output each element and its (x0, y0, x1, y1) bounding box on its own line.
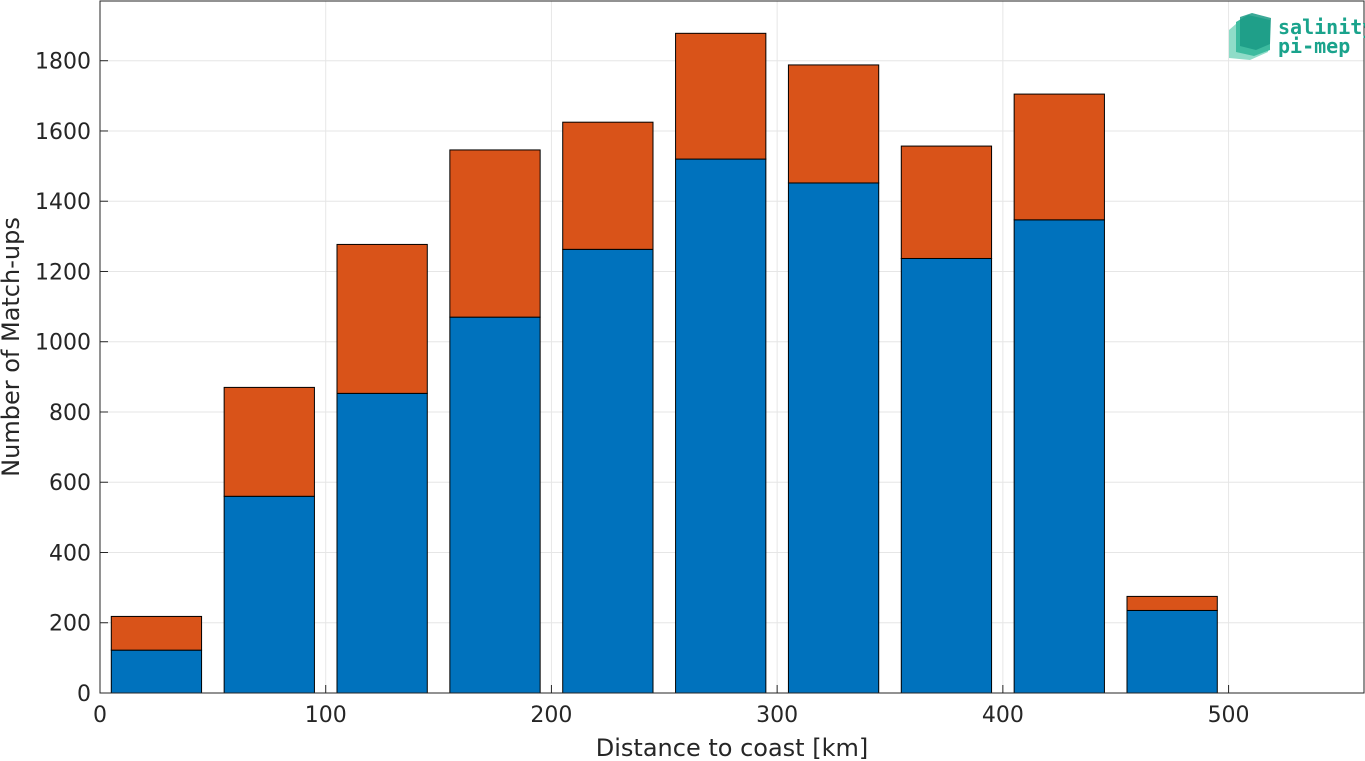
y-tick-label: 1800 (35, 50, 91, 75)
bar-series-1 (1013, 219, 1105, 694)
plot-frame (99, 0, 1365, 694)
bars (110, 32, 1218, 694)
bar-series-2 (336, 243, 428, 394)
y-axis-label: Number of Match-ups (0, 217, 25, 477)
logo-line2: pi-mep (1278, 34, 1350, 58)
x-tick-label: 300 (756, 703, 798, 728)
bar-series-2 (110, 615, 203, 651)
bar-series-2 (1013, 93, 1105, 221)
bar-series-1 (900, 257, 993, 694)
bar-series-2 (675, 32, 767, 160)
bar-series-2 (223, 386, 315, 497)
y-tick-label: 600 (49, 471, 91, 496)
x-tick-label: 100 (305, 703, 347, 728)
bar-series-1 (449, 316, 541, 694)
wave-logo-icon (1229, 13, 1271, 60)
y-tick-label: 0 (77, 682, 91, 707)
bar-series-2 (449, 149, 541, 318)
bar-series-1 (223, 495, 315, 694)
y-tick-label: 1200 (35, 260, 91, 285)
bar-series-2 (900, 145, 993, 259)
x-tick-label: 200 (530, 703, 572, 728)
x-tick-label: 0 (93, 703, 107, 728)
bar-series-2 (1126, 595, 1218, 611)
salinity-pimep-logo: salinity pi-mep (1229, 13, 1365, 60)
x-tick-label: 400 (982, 703, 1024, 728)
x-tick-label: 500 (1208, 703, 1250, 728)
bar-series-1 (1126, 609, 1218, 694)
bar-series-1 (562, 248, 654, 694)
y-tick-label: 400 (49, 541, 91, 566)
logo-line1: salinity (1278, 15, 1365, 39)
x-axis-label: Distance to coast [km] (596, 734, 868, 761)
bar-series-2 (787, 64, 880, 184)
bar-series-1 (787, 182, 880, 694)
bar-series-2 (562, 121, 654, 250)
y-tick-label: 200 (49, 612, 91, 637)
y-tick-label: 1600 (35, 120, 91, 145)
bar-series-1 (336, 392, 428, 694)
bar-series-1 (110, 649, 203, 694)
x-axis-ticks: 0 100 200 300 400 500 (93, 685, 1250, 728)
y-axis-ticks: 0 200 400 600 800 1000 1200 1400 1600 1800 (35, 50, 108, 707)
y-tick-label: 1400 (35, 190, 91, 215)
y-tick-label: 800 (49, 401, 91, 426)
y-tick-label: 1000 (35, 331, 91, 356)
bar-series-1 (675, 158, 767, 694)
